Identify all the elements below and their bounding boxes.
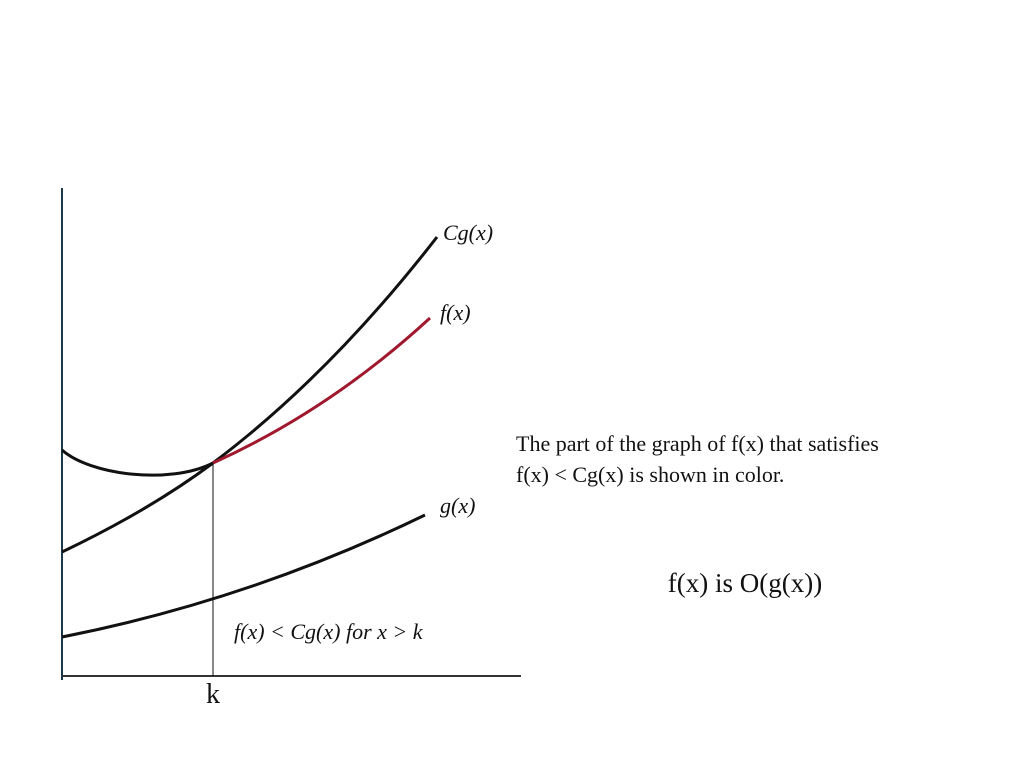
curve-label: f(x) bbox=[440, 300, 471, 325]
cg-curve bbox=[61, 236, 439, 554]
f-curve-color bbox=[212, 316, 432, 465]
curve-label: Cg(x) bbox=[443, 220, 493, 245]
caption-line: f(x) < Cg(x) is shown in color. bbox=[516, 462, 784, 487]
conclusion: f(x) is O(g(x)) bbox=[668, 568, 822, 598]
f-curve-black bbox=[61, 448, 214, 477]
k-label: k bbox=[206, 679, 220, 710]
caption-line: The part of the graph of f(x) that satis… bbox=[516, 431, 879, 456]
region-label: f(x) < Cg(x) for x > k bbox=[234, 619, 424, 644]
g-curve bbox=[61, 513, 426, 639]
curve-label: g(x) bbox=[440, 493, 475, 518]
